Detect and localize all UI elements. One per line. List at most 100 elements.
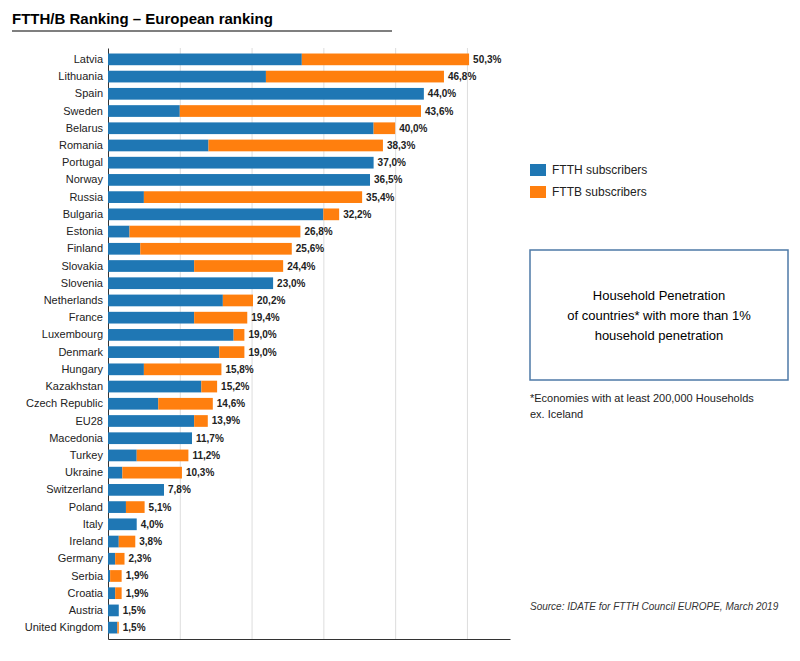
bar xyxy=(108,157,374,169)
series xyxy=(108,54,424,634)
total-label: 11,2% xyxy=(192,450,220,461)
y-tick: Kazakhstan xyxy=(46,380,108,392)
y-axis-line xyxy=(108,49,109,640)
bar xyxy=(108,329,234,341)
y-tick-label: Sweden xyxy=(63,105,103,117)
bar xyxy=(108,398,158,410)
y-tick-label: Turkey xyxy=(70,449,104,461)
annotation: Household Penetrationof countries* with … xyxy=(567,288,751,343)
legend-item: FTTH subscribers xyxy=(530,163,647,177)
bar xyxy=(122,467,182,479)
y-tick: Estonia xyxy=(66,225,108,237)
chart: FTTH/B Ranking – European ranking Latvia L… xyxy=(0,0,800,661)
y-tick-label: Hungary xyxy=(61,363,103,375)
grid-line xyxy=(467,48,468,639)
legend-label: FTTB subscribers xyxy=(552,185,647,199)
total-label: 25,6% xyxy=(296,243,324,254)
bar xyxy=(108,363,144,375)
bar xyxy=(194,260,283,272)
y-axis: LatviaLithuaniaSpainSwedenBelarusRomania… xyxy=(25,49,109,640)
y-tick: Hungary xyxy=(61,363,108,375)
bar xyxy=(194,415,208,427)
total-label: 44,0% xyxy=(428,88,456,99)
y-tick: Romania xyxy=(59,139,108,151)
total-label: 19,0% xyxy=(248,347,276,358)
bar xyxy=(108,587,115,599)
bar xyxy=(108,226,130,238)
grid-line xyxy=(180,48,181,639)
bar xyxy=(108,518,137,530)
y-tick: Sweden xyxy=(63,105,108,117)
total-label: 11,7% xyxy=(196,433,224,444)
bar xyxy=(140,243,291,255)
bar xyxy=(119,536,136,548)
footnote: *Economies with at least 200,000 Househo… xyxy=(530,392,754,420)
total-label: 4,0% xyxy=(141,519,164,530)
y-tick: Portugal xyxy=(62,156,108,168)
y-tick-label: Spain xyxy=(75,87,103,99)
total-label: 36,5% xyxy=(374,174,402,185)
y-tick: Serbia xyxy=(71,569,108,581)
y-tick-label: Luxembourg xyxy=(42,328,103,340)
y-tick-label: Denmark xyxy=(58,346,103,358)
bar xyxy=(126,501,145,513)
total-label: 43,6% xyxy=(425,106,453,117)
bar xyxy=(108,208,323,220)
y-tick-label: United Kingdom xyxy=(25,621,103,633)
y-tick: Luxembourg xyxy=(42,328,108,340)
bar xyxy=(136,518,137,530)
title-underline xyxy=(12,30,392,31)
legend-swatch xyxy=(530,186,546,198)
total-label: 24,4% xyxy=(287,261,315,272)
y-tick-label: Serbia xyxy=(71,569,104,581)
title: FTTH/B Ranking – European ranking xyxy=(12,10,273,27)
total-label: 23,0% xyxy=(277,278,305,289)
bar xyxy=(115,553,124,565)
total-label: 38,3% xyxy=(387,140,415,151)
bar xyxy=(117,622,118,634)
bar xyxy=(158,398,213,410)
total-label: 10,3% xyxy=(186,467,214,478)
bar xyxy=(108,295,223,307)
bar xyxy=(108,536,119,548)
y-tick: Slovakia xyxy=(61,260,108,272)
total-label: 5,1% xyxy=(149,502,172,513)
total-label: 1,5% xyxy=(123,622,146,633)
total-label: 15,8% xyxy=(225,364,253,375)
y-tick-label: Russia xyxy=(69,191,104,203)
y-tick: Ireland xyxy=(69,535,108,547)
total-label: 1,9% xyxy=(126,570,149,581)
bar xyxy=(108,312,194,324)
x-tick xyxy=(180,48,181,639)
y-tick: Latvia xyxy=(74,53,108,65)
y-tick-label: Switzerland xyxy=(46,483,103,495)
y-tick-label: Finland xyxy=(67,242,103,254)
bar xyxy=(163,484,164,496)
bar xyxy=(110,570,121,582)
bar xyxy=(370,174,371,186)
bar xyxy=(108,570,110,582)
series xyxy=(110,54,469,634)
x-tick xyxy=(252,48,253,639)
bar xyxy=(108,501,126,513)
grid-line xyxy=(252,48,253,639)
total-label: 3,8% xyxy=(139,536,162,547)
y-tick: United Kingdom xyxy=(25,621,108,633)
bar xyxy=(108,381,201,393)
total-label: 46,8% xyxy=(448,71,476,82)
legend-swatch xyxy=(530,164,546,176)
total-label: 32,2% xyxy=(343,209,371,220)
y-tick: EU28 xyxy=(75,415,108,427)
y-tick-label: Kazakhstan xyxy=(46,380,103,392)
plot: LatviaLithuaniaSpainSwedenBelarusRomania… xyxy=(25,48,511,640)
bar xyxy=(323,208,339,220)
y-tick: Norway xyxy=(66,173,108,185)
y-tick: Austria xyxy=(69,604,108,616)
total-label: 19,0% xyxy=(248,329,276,340)
total-label: 37,0% xyxy=(378,157,406,168)
bar xyxy=(108,605,119,617)
total-label: 7,8% xyxy=(168,484,191,495)
y-tick: Spain xyxy=(75,87,108,99)
y-tick: Denmark xyxy=(58,346,108,358)
bar xyxy=(373,157,374,169)
